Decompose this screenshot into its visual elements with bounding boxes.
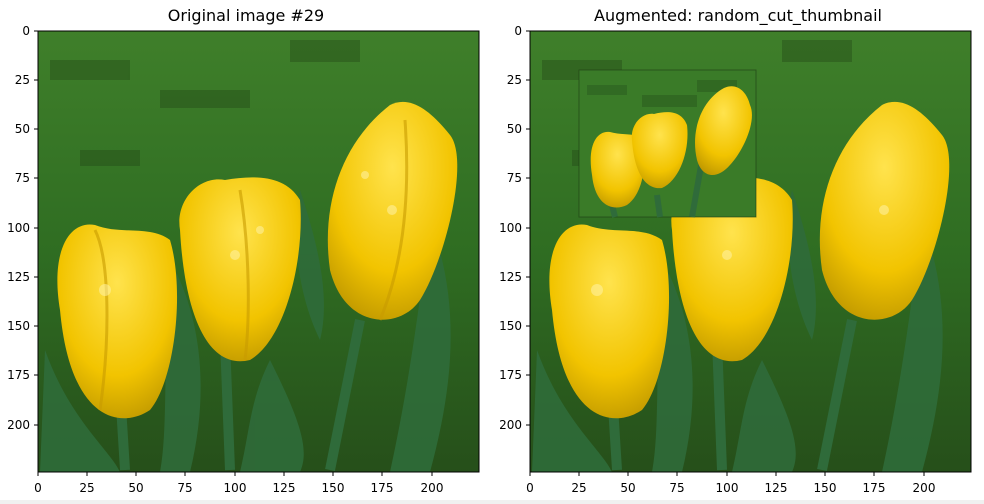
y-tick-label: 0 xyxy=(514,24,522,38)
window-bottom-strip xyxy=(0,500,984,504)
x-tick-label: 75 xyxy=(669,481,684,495)
panel-original: Original image #29 xyxy=(7,6,480,495)
x-tick-label: 125 xyxy=(273,481,296,495)
image-augmented xyxy=(530,31,971,472)
y-tick-label: 50 xyxy=(507,122,522,136)
y-tick-label: 175 xyxy=(7,368,30,382)
x-tick-label: 175 xyxy=(863,481,886,495)
thumbnail-patch xyxy=(578,69,757,218)
y-tick-label: 200 xyxy=(7,418,30,432)
y-tick-label: 100 xyxy=(7,221,30,235)
x-tick-label: 50 xyxy=(128,481,143,495)
x-tick-label: 125 xyxy=(765,481,788,495)
axes-augmented: 0 25 50 75 100 125 150 175 200 0 25 50 7… xyxy=(499,24,972,495)
y-tick-label: 200 xyxy=(499,418,522,432)
x-tick-label: 25 xyxy=(571,481,586,495)
y-tick-label: 0 xyxy=(22,24,30,38)
y-tick-label: 25 xyxy=(15,73,30,87)
x-tick-label: 100 xyxy=(716,481,739,495)
x-tick-label: 200 xyxy=(421,481,444,495)
x-tick-label: 100 xyxy=(224,481,247,495)
x-tick-label: 25 xyxy=(79,481,94,495)
y-tick-label: 125 xyxy=(499,270,522,284)
panel-augmented: Augmented: random_cut_thumbnail xyxy=(492,0,984,504)
y-tick-label: 125 xyxy=(7,270,30,284)
x-tick-label: 75 xyxy=(177,481,192,495)
x-tick-label: 50 xyxy=(620,481,635,495)
y-tick-label: 75 xyxy=(507,171,522,185)
y-tick-label: 100 xyxy=(499,221,522,235)
x-tick-label: 150 xyxy=(322,481,345,495)
y-tick-label: 25 xyxy=(507,73,522,87)
x-tick-label: 0 xyxy=(526,481,534,495)
y-tick-label: 150 xyxy=(499,319,522,333)
y-tick-label: 50 xyxy=(15,122,30,136)
x-tick-label: 200 xyxy=(913,481,936,495)
panel-title: Original image #29 xyxy=(167,6,325,25)
image-original xyxy=(38,31,479,472)
y-tick-label: 175 xyxy=(499,368,522,382)
x-tick-label: 175 xyxy=(371,481,394,495)
x-tick-label: 150 xyxy=(814,481,837,495)
y-tick-label: 150 xyxy=(7,319,30,333)
axes-original: 0 25 50 75 100 125 150 175 200 0 25 50 xyxy=(7,24,480,495)
y-tick-label: 75 xyxy=(15,171,30,185)
x-tick-label: 0 xyxy=(34,481,42,495)
panel-title: Augmented: random_cut_thumbnail xyxy=(594,6,882,25)
